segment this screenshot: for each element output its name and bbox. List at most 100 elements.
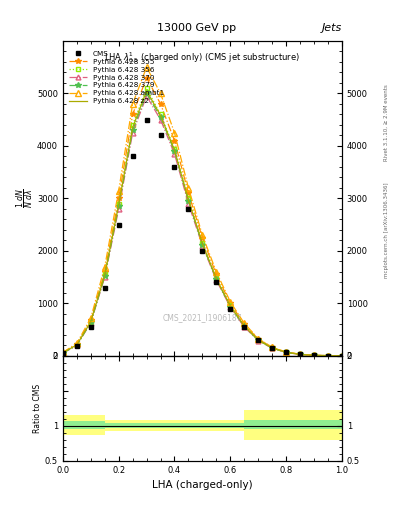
Pythia 6.428 z2 [312, 352, 316, 358]
Pythia 6.428 370 [61, 350, 65, 356]
Pythia 6.428 z2 [256, 337, 261, 343]
Text: mcplots.cern.ch [arXiv:1306.3436]: mcplots.cern.ch [arXiv:1306.3436] [384, 183, 389, 278]
Pythia 6.428 370 [75, 342, 79, 348]
Pythia 6.428 370 [340, 353, 344, 359]
Pythia 6.428 ambt1 [116, 187, 121, 194]
Pythia 6.428 z2 [340, 353, 344, 359]
CMS [340, 353, 344, 359]
Pythia 6.428 356 [130, 122, 135, 128]
Pythia 6.428 ambt1 [242, 320, 247, 326]
Pythia 6.428 379 [130, 127, 135, 133]
Pythia 6.428 ambt1 [88, 315, 93, 321]
Pythia 6.428 379 [312, 352, 316, 358]
Pythia 6.428 355 [61, 350, 65, 356]
Pythia 6.428 379 [340, 353, 344, 359]
Pythia 6.428 355 [312, 352, 316, 358]
CMS [75, 344, 79, 350]
Line: Pythia 6.428 379: Pythia 6.428 379 [60, 91, 345, 358]
Pythia 6.428 ambt1 [130, 101, 135, 107]
Pythia 6.428 370 [116, 206, 121, 212]
CMS [144, 117, 149, 123]
CMS [172, 164, 177, 170]
Pythia 6.428 ambt1 [102, 264, 107, 270]
Pythia 6.428 379 [242, 324, 247, 330]
Pythia 6.428 z2 [75, 342, 79, 348]
Pythia 6.428 356 [88, 318, 93, 325]
Pythia 6.428 355 [186, 190, 191, 196]
Pythia 6.428 z2 [172, 147, 177, 153]
CMS [130, 153, 135, 159]
Pythia 6.428 356 [270, 345, 275, 351]
Pythia 6.428 356 [312, 352, 316, 358]
Pythia 6.428 356 [172, 145, 177, 152]
Pythia 6.428 355 [102, 269, 107, 275]
Pythia 6.428 ambt1 [186, 185, 191, 191]
Pythia 6.428 356 [284, 349, 288, 355]
Pythia 6.428 370 [158, 117, 163, 123]
Pythia 6.428 379 [298, 351, 303, 357]
Pythia 6.428 356 [228, 303, 233, 309]
Legend: CMS, Pythia 6.428 355, Pythia 6.428 356, Pythia 6.428 370, Pythia 6.428 379, Pyt: CMS, Pythia 6.428 355, Pythia 6.428 356,… [69, 51, 164, 104]
Pythia 6.428 355 [298, 351, 303, 357]
CMS [312, 352, 316, 358]
Pythia 6.428 370 [214, 277, 219, 283]
Pythia 6.428 370 [130, 130, 135, 136]
Pythia 6.428 379 [214, 276, 219, 282]
CMS [200, 248, 205, 254]
Pythia 6.428 356 [256, 337, 261, 343]
Pythia 6.428 z2 [242, 323, 247, 329]
Pythia 6.428 379 [228, 304, 233, 310]
CMS [186, 206, 191, 212]
Text: CMS_2021_I1906187: CMS_2021_I1906187 [163, 313, 242, 323]
Pythia 6.428 370 [228, 304, 233, 310]
Pythia 6.428 ambt1 [144, 64, 149, 70]
Pythia 6.428 z2 [116, 202, 121, 208]
Pythia 6.428 355 [200, 234, 205, 241]
Pythia 6.428 ambt1 [256, 335, 261, 342]
Pythia 6.428 355 [270, 345, 275, 351]
Pythia 6.428 370 [284, 349, 288, 355]
Pythia 6.428 z2 [186, 197, 191, 203]
Pythia 6.428 379 [186, 198, 191, 204]
Pythia 6.428 356 [144, 85, 149, 91]
Text: LHA $\lambda^1_{0.5}$ (charged only) (CMS jet substructure): LHA $\lambda^1_{0.5}$ (charged only) (CM… [105, 50, 300, 66]
CMS [158, 132, 163, 138]
Pythia 6.428 ambt1 [200, 232, 205, 238]
Pythia 6.428 ambt1 [312, 352, 316, 358]
Pythia 6.428 ambt1 [228, 298, 233, 305]
Pythia 6.428 370 [144, 93, 149, 99]
Y-axis label: Ratio to CMS: Ratio to CMS [33, 384, 42, 433]
Pythia 6.428 ambt1 [284, 349, 288, 355]
Pythia 6.428 379 [116, 203, 121, 209]
Pythia 6.428 370 [88, 319, 93, 326]
CMS [284, 349, 288, 355]
Pythia 6.428 355 [256, 336, 261, 342]
CMS [116, 222, 121, 228]
Pythia 6.428 z2 [61, 350, 65, 356]
Pythia 6.428 ambt1 [340, 353, 344, 359]
Pythia 6.428 370 [242, 324, 247, 330]
Pythia 6.428 ambt1 [158, 90, 163, 96]
Pythia 6.428 379 [284, 349, 288, 355]
Pythia 6.428 355 [144, 75, 149, 81]
Pythia 6.428 370 [256, 337, 261, 344]
Line: Pythia 6.428 356: Pythia 6.428 356 [61, 86, 344, 358]
X-axis label: LHA (charged-only): LHA (charged-only) [152, 480, 253, 490]
CMS [242, 324, 247, 330]
Pythia 6.428 z2 [200, 241, 205, 247]
Pythia 6.428 356 [200, 240, 205, 246]
Pythia 6.428 356 [340, 353, 344, 359]
CMS [256, 337, 261, 343]
Pythia 6.428 355 [214, 271, 219, 278]
Pythia 6.428 356 [116, 201, 121, 207]
Pythia 6.428 379 [75, 342, 79, 348]
Pythia 6.428 ambt1 [214, 269, 219, 275]
Pythia 6.428 z2 [284, 349, 288, 355]
Pythia 6.428 356 [214, 275, 219, 281]
Line: Pythia 6.428 z2: Pythia 6.428 z2 [63, 91, 342, 356]
Pythia 6.428 370 [270, 345, 275, 351]
Pythia 6.428 370 [200, 243, 205, 249]
CMS [214, 280, 219, 286]
Y-axis label: $\frac{1}{N}\frac{dN}{d\lambda}$: $\frac{1}{N}\frac{dN}{d\lambda}$ [14, 188, 35, 208]
Pythia 6.428 370 [312, 352, 316, 358]
